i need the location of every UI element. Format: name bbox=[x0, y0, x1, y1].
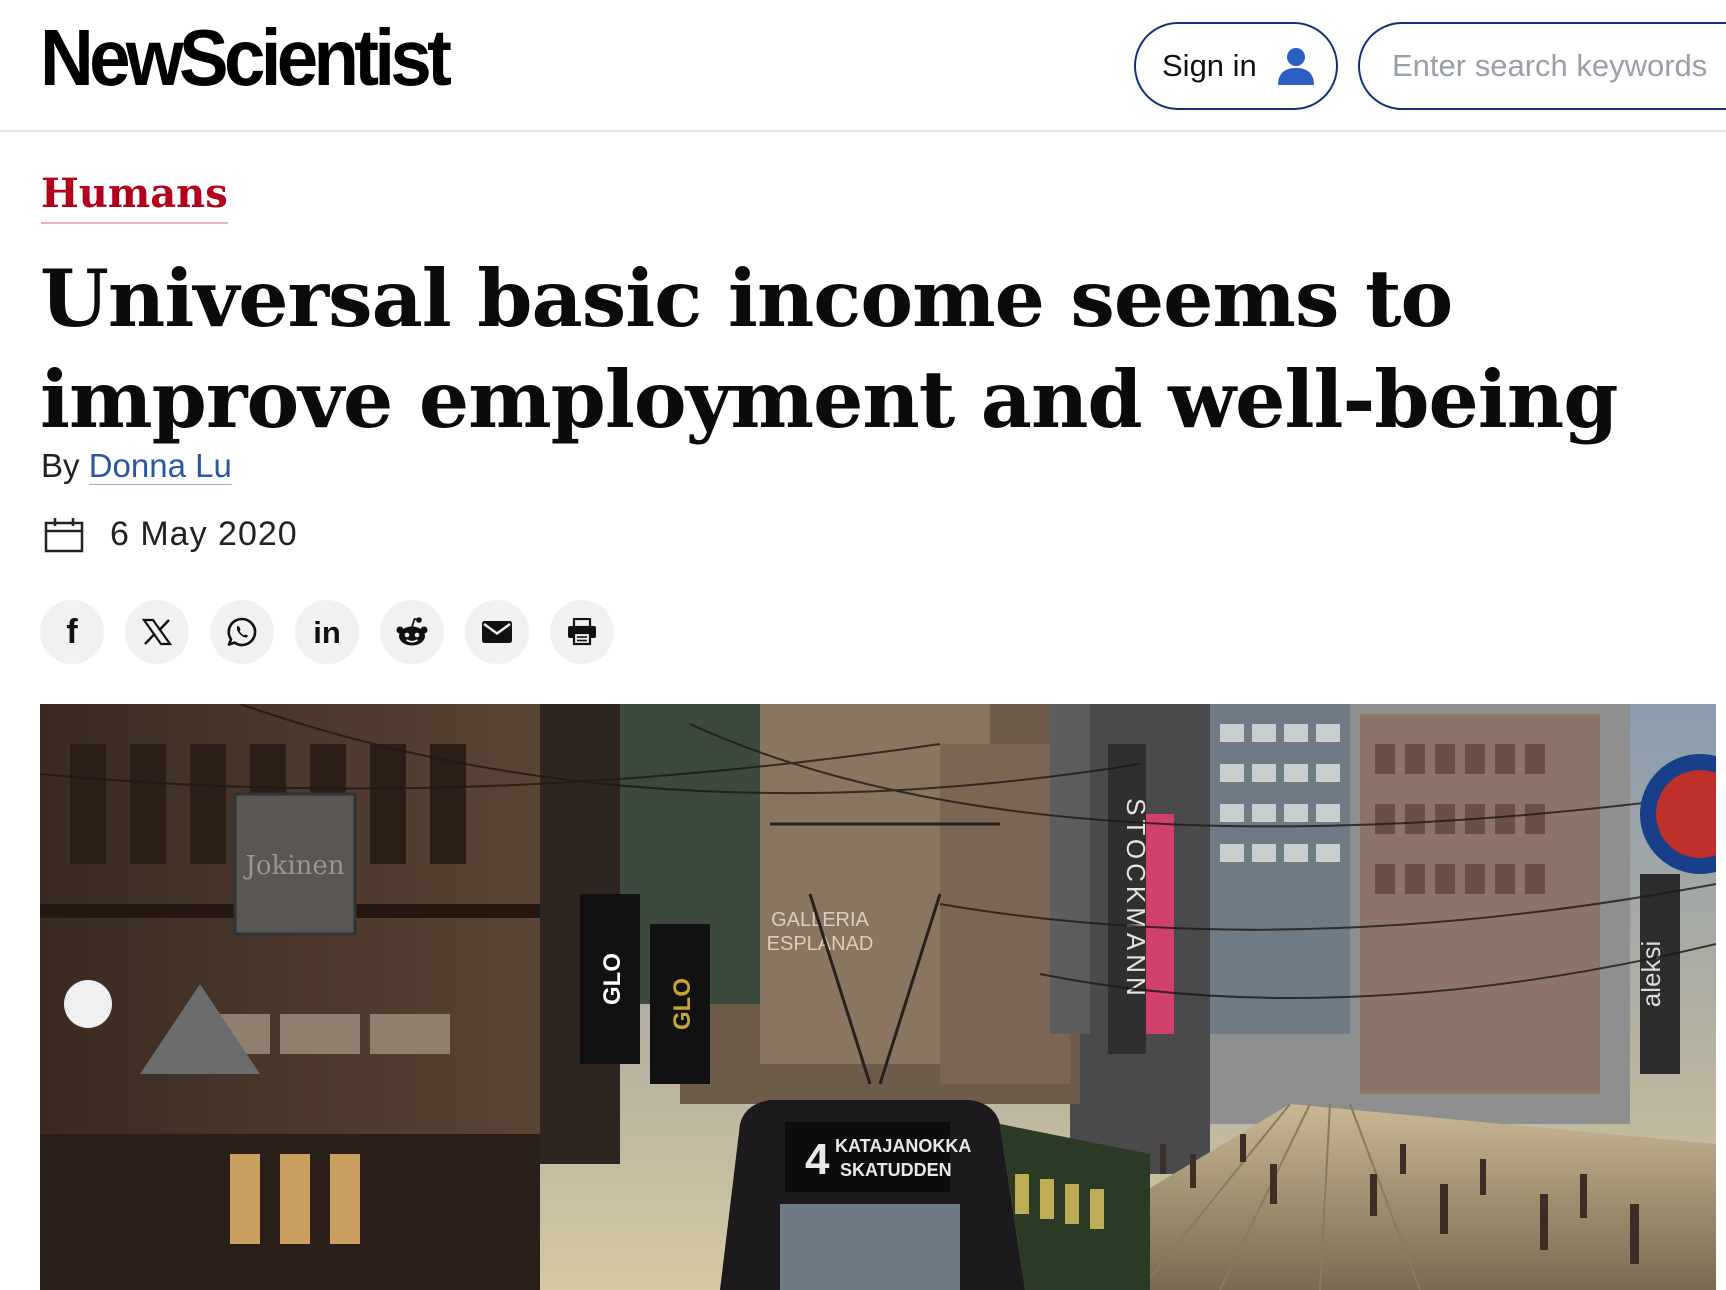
tram-route-number: 4 bbox=[805, 1135, 830, 1184]
glo-sign-1: GLO bbox=[599, 953, 626, 1005]
new-scientist-logo[interactable]: NewScientist bbox=[40, 13, 452, 102]
share-facebook-button[interactable]: f bbox=[40, 600, 104, 664]
search-box bbox=[1358, 22, 1726, 110]
reddit-icon bbox=[395, 616, 429, 648]
calendar-icon bbox=[44, 517, 84, 553]
search-input[interactable] bbox=[1392, 48, 1726, 84]
jokinen-sign: Jokinen bbox=[242, 851, 344, 881]
hero-image: Jokinen GLO GLO GALLERIA ESPLANAD STOCKM… bbox=[40, 704, 1716, 1290]
print-icon bbox=[567, 618, 597, 646]
share-x-button[interactable] bbox=[125, 600, 189, 664]
share-linkedin-button[interactable]: in bbox=[295, 600, 359, 664]
glo-sign-2: GLO bbox=[669, 978, 696, 1030]
share-print-button[interactable] bbox=[550, 600, 614, 664]
galleria-sign: GALLERIA bbox=[771, 909, 869, 931]
share-whatsapp-button[interactable] bbox=[210, 600, 274, 664]
aleksi-sign: aleksi bbox=[1636, 941, 1666, 1007]
site-header: NewScientist Sign in bbox=[0, 0, 1726, 132]
author-link[interactable]: Donna Lu bbox=[88, 447, 232, 485]
share-reddit-button[interactable] bbox=[380, 600, 444, 664]
sign-in-label: Sign in bbox=[1162, 48, 1257, 83]
byline: By Donna Lu bbox=[41, 446, 232, 486]
share-bar: f in bbox=[40, 600, 614, 664]
publish-date: 6 May 2020 bbox=[110, 515, 298, 553]
share-email-button[interactable] bbox=[465, 600, 529, 664]
tram-destination-1: KATAJANOKKA bbox=[835, 1136, 971, 1156]
sign-in-button[interactable]: Sign in bbox=[1134, 22, 1338, 110]
x-icon bbox=[142, 618, 172, 646]
user-icon bbox=[1275, 45, 1317, 87]
esplanad-sign: ESPLANAD bbox=[767, 933, 874, 955]
article-headline: Universal basic income seems to improve … bbox=[40, 252, 1618, 446]
category-link[interactable]: Humans bbox=[41, 172, 228, 224]
linkedin-icon: in bbox=[313, 614, 341, 650]
facebook-icon: f bbox=[66, 613, 78, 651]
tram-destination-2: SKATUDDEN bbox=[840, 1160, 952, 1180]
publish-date-row: 6 May 2020 bbox=[44, 515, 298, 554]
whatsapp-icon bbox=[226, 616, 258, 648]
byline-prefix: By bbox=[41, 447, 80, 484]
stockmann-sign: STOCKMANN bbox=[1121, 798, 1151, 1000]
email-icon bbox=[481, 620, 513, 644]
